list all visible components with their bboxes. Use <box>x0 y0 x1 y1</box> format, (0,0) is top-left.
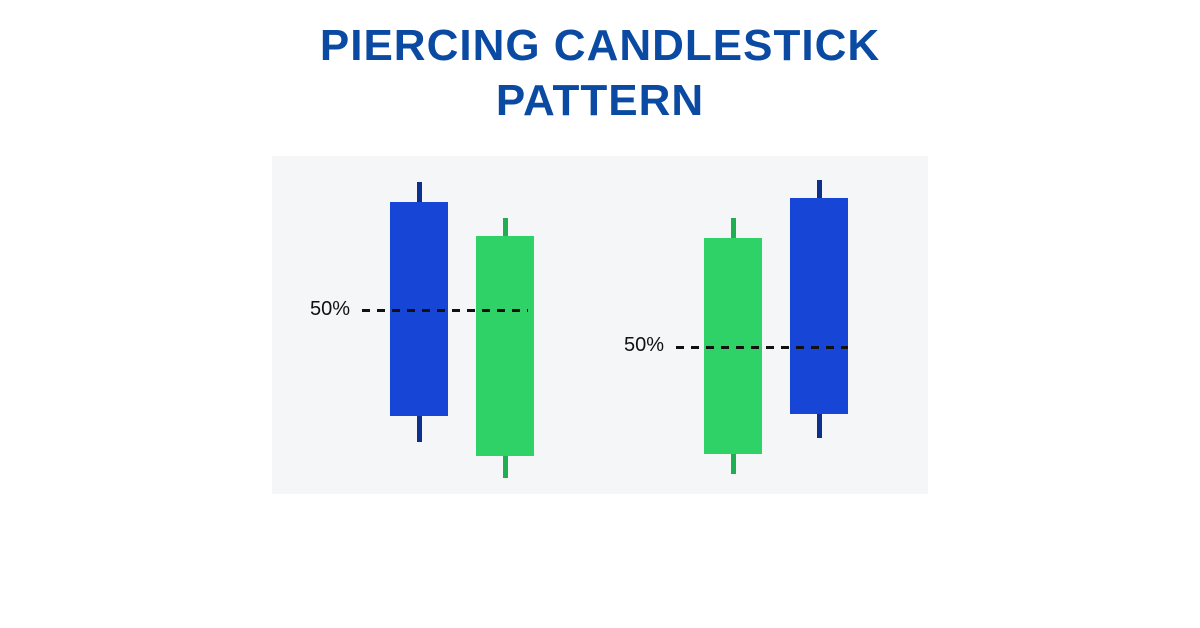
right-midline-label: 50% <box>624 334 664 357</box>
left-midline-label: 50% <box>310 298 350 321</box>
right-blue-body <box>790 198 848 414</box>
title-line-2: PATTERN <box>0 73 1200 128</box>
right-midline-dash <box>676 346 848 349</box>
page-title: PIERCING CANDLESTICK PATTERN <box>0 0 1200 128</box>
left-green-body <box>476 236 534 456</box>
title-line-1: PIERCING CANDLESTICK <box>0 18 1200 73</box>
left-midline-dash <box>362 309 528 312</box>
chart-panel: 50% 50% <box>272 156 928 494</box>
